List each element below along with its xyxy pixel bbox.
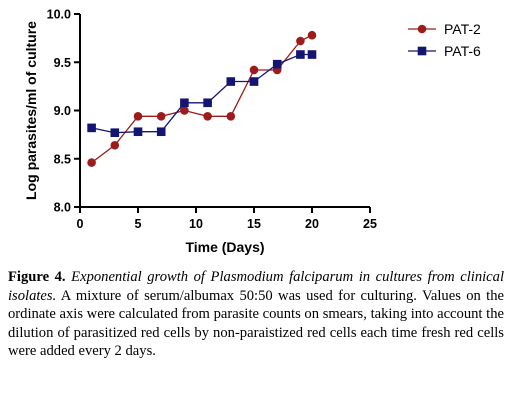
- y-tick-label: 8.0: [54, 201, 71, 215]
- data-point: [226, 77, 236, 86]
- x-tick-label: 10: [189, 217, 203, 231]
- series-pat-6: [87, 50, 317, 137]
- y-axis-title: Log parasites/ml of culture: [23, 21, 39, 200]
- series-layer: [87, 30, 317, 167]
- data-point: [307, 30, 317, 40]
- data-point: [296, 50, 305, 59]
- x-tick-label: 5: [135, 217, 142, 231]
- legend-item: PAT-2: [408, 21, 481, 37]
- data-point: [249, 65, 259, 75]
- legend-label: PAT-6: [444, 43, 481, 59]
- data-point: [226, 111, 236, 121]
- x-tick-label: 20: [305, 217, 319, 231]
- figure-body: A mixture of serum/albumax 50:50 was use…: [8, 287, 504, 360]
- data-point: [87, 123, 96, 133]
- data-point: [307, 50, 317, 59]
- data-point: [180, 98, 189, 108]
- data-point: [133, 127, 143, 137]
- growth-chart: 8.0 8.5 9.0 9.5 10.0 0 5 10 15 20 25 Log parasite…: [23, 8, 481, 256]
- data-point: [156, 111, 166, 121]
- x-tick-label: 25: [363, 217, 377, 231]
- data-point: [110, 140, 120, 150]
- data-point: [272, 59, 282, 69]
- legend-label: PAT-2: [444, 21, 481, 37]
- figure-title: Exponential growth of Plasmodium falcipa…: [8, 269, 505, 304]
- y-tick-label: 9.5: [54, 56, 71, 70]
- data-point: [156, 127, 166, 137]
- data-point: [133, 111, 143, 121]
- figure-label: Figure 4.: [8, 269, 66, 285]
- x-axis: 0 5 10 15 20 25: [77, 206, 377, 231]
- figure-caption: Figure 4. Exponential growth of Plasmodi…: [8, 268, 504, 361]
- legend-item: PAT-6: [408, 43, 481, 59]
- data-point: [296, 36, 305, 46]
- data-point: [203, 98, 212, 108]
- y-tick-label: 9.0: [54, 104, 71, 118]
- series-line: [91, 34, 313, 164]
- data-point: [110, 128, 120, 137]
- y-axis: 8.0 8.5 9.0 9.5 10.0: [47, 8, 81, 215]
- legend: PAT-2 PAT-6: [408, 21, 481, 59]
- series-pat-2: [87, 30, 317, 167]
- x-tick-label: 0: [77, 217, 84, 231]
- data-point: [249, 77, 259, 86]
- y-tick-label: 10.0: [47, 8, 71, 22]
- legend-marker: [417, 46, 427, 56]
- data-point: [203, 111, 212, 121]
- data-point: [180, 106, 189, 115]
- legend-marker: [417, 24, 427, 34]
- data-point: [87, 158, 96, 167]
- x-axis-title: Time (Days): [185, 239, 264, 255]
- y-tick-label: 8.5: [54, 152, 71, 166]
- x-tick-label: 15: [247, 217, 261, 231]
